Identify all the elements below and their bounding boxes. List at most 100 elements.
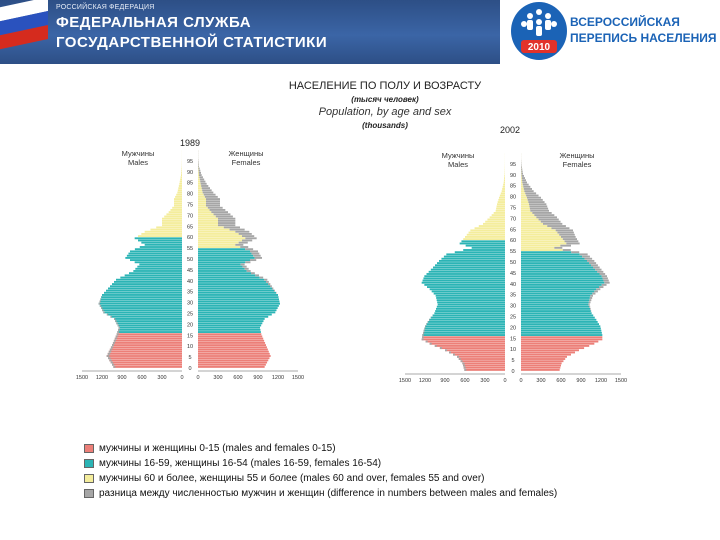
bar-difference [114,318,116,320]
bar-female [198,355,271,357]
bar-difference [223,226,240,229]
age-tick-label: 90 [187,170,193,176]
bar-female [198,198,206,200]
bar-female [198,256,255,259]
bar-male [166,213,182,216]
bar-difference [566,242,580,245]
bar-female [521,303,589,306]
bar-male [495,209,505,212]
bar-difference [106,313,109,316]
bar-female [521,294,591,297]
bar-male [128,252,182,255]
x-tick-label-left: 900 [440,378,449,384]
bar-female [521,235,561,238]
bar-female [198,307,278,309]
bar-female [198,222,218,224]
bar-difference [99,300,101,303]
bar-male [117,324,182,327]
bar-male [435,294,505,297]
bar-female [521,246,555,249]
bar-female [198,176,200,179]
bar-male [139,246,182,248]
age-tick-label: 55 [510,249,516,255]
bar-female [521,323,599,326]
bar-male [99,304,182,307]
bar-difference [115,320,117,323]
bar-female [521,227,552,230]
bar-female [198,302,280,305]
bar-female [198,331,261,333]
bar-difference [521,177,525,180]
bar-female [521,212,533,214]
title-en-units: (thousands) [362,121,408,130]
bar-male [134,261,182,264]
age-tick-label: 75 [510,206,516,212]
bar-male [115,335,182,338]
bar-difference [242,235,255,238]
bar-difference [591,264,598,267]
legend-item-children: мужчины и женщины 0-15 (males and female… [84,441,557,455]
bar-male [434,344,505,347]
bar-male [181,169,182,172]
bar-male [446,253,505,256]
bar-difference [270,285,272,288]
bar-female [521,238,563,241]
bar-female [521,218,539,221]
bar-difference [116,333,119,336]
bar-difference [521,168,523,171]
logo-line-2: ПЕРЕПИСЬ НАСЕЛЕНИЯ [570,31,717,45]
bar-male [437,301,505,304]
age-tick-label: 30 [187,301,193,307]
bar-male [109,359,182,362]
age-tick-label: 5 [511,358,514,364]
bar-difference [523,185,531,188]
bar-male [421,281,505,284]
bar-difference [202,191,214,194]
bar-female [198,215,216,218]
bar-difference [200,180,206,183]
bar-difference [424,327,426,330]
bar-difference [98,302,100,305]
bar-female [198,243,236,246]
bar-male [496,207,505,210]
bar-female [198,320,264,323]
bar-female [198,296,279,299]
bar-male [137,265,182,268]
bar-difference [211,211,228,214]
legend-swatch-yellow [84,473,94,483]
bar-female [198,232,239,235]
bar-male [503,179,505,182]
bar-difference [587,259,595,262]
bar-male [437,303,505,306]
bar-male [168,211,182,214]
x-tick-label-right: 1200 [595,378,607,384]
bar-male [162,219,182,222]
bar-difference [429,318,430,321]
bar-female [198,209,210,211]
bar-male [504,174,505,177]
bar-female [198,250,250,253]
bar-female [521,301,589,304]
x-tick-label-right: 1200 [272,375,284,381]
bar-male [423,277,505,280]
bar-difference [521,166,522,169]
bar-difference [272,287,274,290]
bar-female [521,297,590,299]
bar-difference [453,353,455,356]
bar-male [423,329,505,332]
bar-female [521,188,524,190]
bar-female [198,217,218,220]
header-line-1: ФЕДЕРАЛЬНАЯ СЛУЖБА [56,14,252,31]
bar-male [116,278,182,281]
age-tick-label: 70 [187,213,193,219]
bar-male [470,229,505,232]
bar-female [521,222,543,225]
bar-male [421,338,505,341]
bar-difference [439,347,442,350]
bar-female [521,207,530,210]
logo-year: 2010 [528,42,551,53]
legend-item-difference: разница между численностью мужчин и женщ… [84,486,557,500]
bar-male [178,185,182,187]
bar-difference [238,232,252,235]
bar-female [521,355,567,358]
